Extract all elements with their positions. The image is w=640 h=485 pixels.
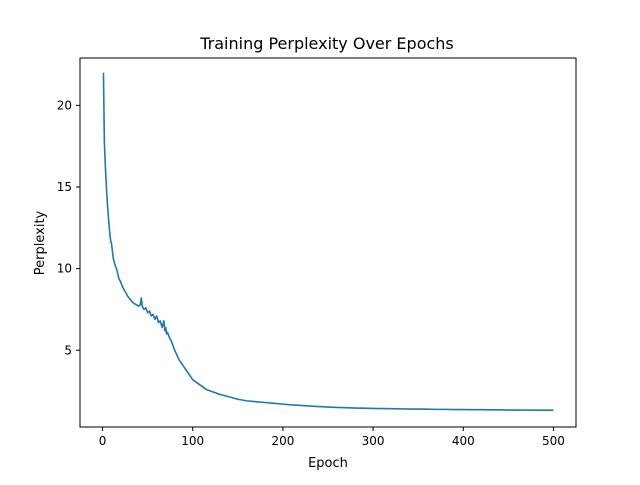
x-tick-label: 100 [181,434,204,448]
axis-ticks: 0 100 200 300 400 500 5 10 15 20 [57,98,565,448]
y-axis-label: Perplexity [33,210,48,275]
x-axis-label: Epoch [308,456,348,471]
y-tick-label: 20 [57,98,72,112]
x-tick-label: 500 [542,434,565,448]
x-tick-label: 300 [362,434,385,448]
axes-frame [79,57,577,428]
plot-area [102,72,554,411]
y-tick-label: 5 [64,343,72,357]
series-line [102,72,554,411]
x-tick-label: 200 [271,434,294,448]
chart-title: Training Perplexity Over Epochs [199,34,454,53]
y-tick-label: 10 [57,262,72,276]
x-tick-label: 0 [99,434,107,448]
x-tick-label: 400 [452,434,475,448]
y-tick-label: 15 [57,180,72,194]
